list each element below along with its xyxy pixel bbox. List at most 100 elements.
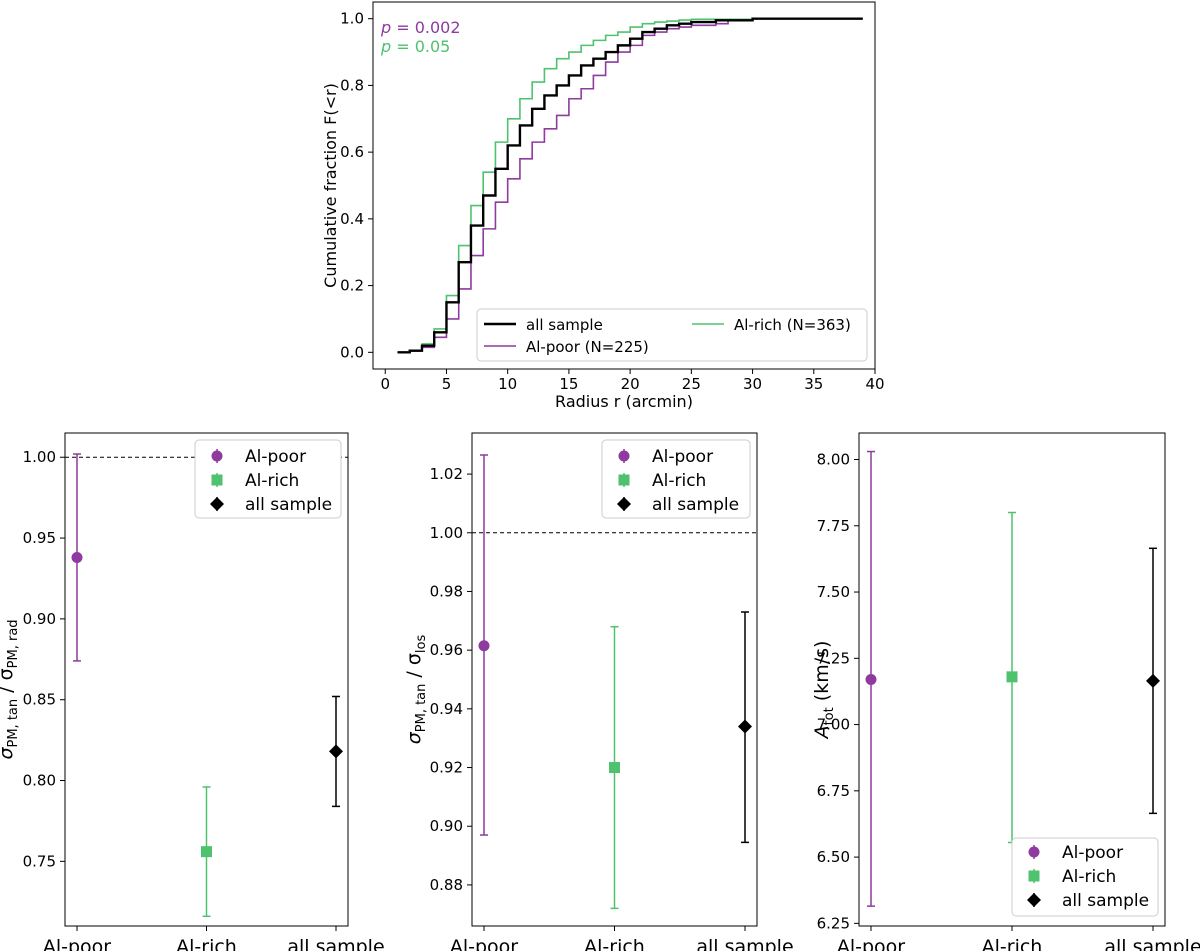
y-tick-label: 1.00 <box>23 448 56 466</box>
p-value-annotation: p = 0.002 <box>380 18 461 37</box>
legend-label: Al-poor <box>245 447 306 467</box>
y-tick-label: 0.96 <box>430 641 463 659</box>
x-tick-label: all sample <box>1104 936 1200 951</box>
x-tick-label: Al-poor <box>450 936 518 951</box>
y-tick-label: 1.0 <box>340 10 364 28</box>
x-tick-label: 30 <box>743 375 762 393</box>
data-marker <box>1146 673 1160 688</box>
x-tick-label: 15 <box>559 375 578 393</box>
x-tick-label: 20 <box>621 375 640 393</box>
legend-marker <box>617 497 631 511</box>
y-tick-label: 1.00 <box>430 524 463 542</box>
y-tick-label: 0.88 <box>430 876 463 894</box>
data-marker <box>71 551 83 563</box>
legend-marker <box>211 450 223 462</box>
legend-label: Al-rich <box>1062 867 1116 887</box>
legend-marker <box>1027 893 1041 907</box>
x-tick-label: all sample <box>287 936 384 951</box>
data-point-al-rich <box>609 625 620 910</box>
data-marker <box>478 640 490 652</box>
cumulative-fraction-chart: 0 5 10 15 20 25 30 35 40 0.0 0.2 0.4 0.6 0.8 1.0 Radius… <box>321 1 885 411</box>
x-axis-label: Radius r (arcmin) <box>555 392 693 411</box>
y-tick-label: 0.80 <box>23 772 56 790</box>
y-tick-label: 6.50 <box>817 848 850 866</box>
x-tick-label: 10 <box>498 375 517 393</box>
data-marker <box>609 762 620 774</box>
x-tick-label: 25 <box>682 375 701 393</box>
legend-label: Al-poor <box>1062 843 1123 863</box>
legend-label: Al-poor <box>652 447 713 467</box>
data-point-all-sample <box>738 611 752 844</box>
data-point-all-sample <box>1146 547 1160 815</box>
legend-box <box>194 439 342 519</box>
p-value-annotation: p = 0.05 <box>380 37 450 56</box>
legend-marker <box>210 497 224 511</box>
y-tick-label: 7.75 <box>817 517 850 535</box>
x-tick-label: Al-poor <box>43 936 111 951</box>
legend-label: all sample <box>245 495 332 515</box>
x-tick-label: 35 <box>804 375 823 393</box>
y-axis-label: σPM, tan / σlos <box>403 635 429 745</box>
x-tick-label: 5 <box>442 375 452 393</box>
y-tick-label: 0.4 <box>340 210 364 228</box>
data-marker <box>865 674 877 685</box>
y-tick-label: 0.0 <box>340 343 364 361</box>
y-tick-label: 6.75 <box>817 782 850 800</box>
legend-label: all sample <box>1062 891 1149 911</box>
legend-box <box>476 308 868 362</box>
y-axis-label: σPM, tan / σPM, rad <box>0 619 21 759</box>
series-line-al-poor <box>397 17 863 354</box>
y-tick-label: 0.90 <box>23 610 56 628</box>
legend-label: all sample <box>652 495 739 515</box>
data-marker <box>201 846 212 858</box>
legend-marker <box>1028 870 1040 882</box>
series-line-al-rich <box>397 17 863 354</box>
x-tick-label: 0 <box>380 375 390 393</box>
data-point-al-rich <box>201 786 212 918</box>
legend-marker <box>1028 846 1040 858</box>
y-tick-label: 0.92 <box>430 759 463 777</box>
legend: Al-poor Al-rich all sample <box>194 439 342 519</box>
legend: all sample Al-poor (N=225) Al-rich (N=363) <box>476 308 868 362</box>
legend: Al-poor Al-rich all sample <box>601 439 751 519</box>
series-line-all <box>397 17 863 354</box>
y-tick-label: 1.02 <box>430 465 463 483</box>
plot-frame <box>372 1 876 370</box>
y-axis-label: Cumulative fraction F(<r) <box>321 83 340 288</box>
legend-box <box>1011 837 1159 917</box>
data-marker <box>1006 671 1018 683</box>
data-point-all-sample <box>329 695 343 808</box>
x-tick-label: Al-rich <box>982 936 1043 951</box>
y-tick-label: 7.25 <box>817 649 850 667</box>
legend-box <box>601 439 751 519</box>
legend-marker <box>211 474 223 486</box>
x-tick-label: Al-rich <box>176 936 237 951</box>
data-marker <box>738 719 752 734</box>
data-point-al-poor <box>478 454 490 836</box>
y-tick-label: 0.85 <box>23 691 56 709</box>
y-tick-label: 7.00 <box>817 716 850 734</box>
y-tick-label: 6.25 <box>817 914 850 932</box>
y-axis-label: Atot (km/s) <box>811 641 837 741</box>
y-tick-label: 8.00 <box>817 451 850 469</box>
x-tick-label: Al-poor <box>837 936 905 951</box>
y-tick-label: 0.95 <box>23 529 56 547</box>
x-tick-label: 40 <box>865 375 884 393</box>
y-tick-label: 7.50 <box>817 583 850 601</box>
data-point-al-poor <box>865 450 877 907</box>
y-tick-label: 0.8 <box>340 76 364 94</box>
legend-label: Al-poor (N=225) <box>526 338 649 356</box>
legend-marker <box>618 474 630 486</box>
sigma-ratio-rad-chart: 0.75 0.80 0.85 0.90 0.95 1.00 Al-poor Al-rich al… <box>0 432 385 951</box>
y-tick-label: 0.98 <box>430 582 463 600</box>
data-marker <box>329 744 343 759</box>
y-tick-label: 0.94 <box>430 700 463 718</box>
legend: Al-poor Al-rich all sample <box>1011 837 1159 917</box>
legend-label: all sample <box>526 316 603 334</box>
legend-label: Al-rich <box>652 471 706 491</box>
legend-label: Al-rich <box>245 471 299 491</box>
y-tick-label: 0.90 <box>430 817 463 835</box>
